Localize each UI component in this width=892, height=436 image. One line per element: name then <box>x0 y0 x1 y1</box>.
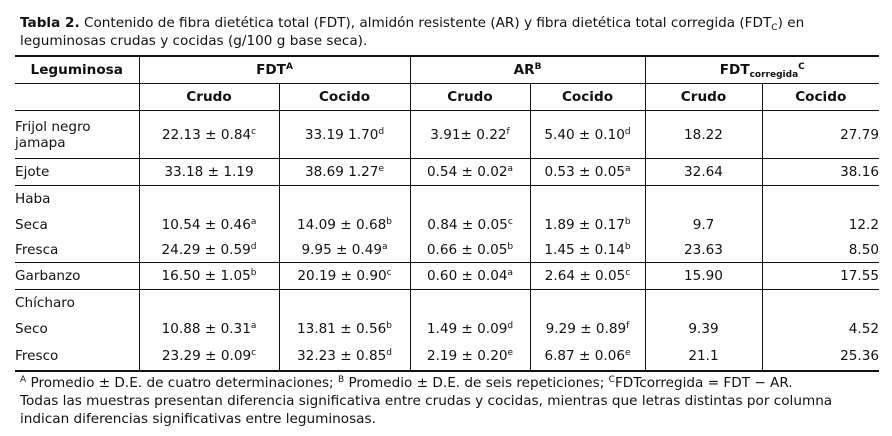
row-label: Seca <box>15 217 48 233</box>
caption-text-end: ) en leguminosas crudas y cocidas (g/100… <box>20 15 805 49</box>
cell-fdt-crudo: 10.88 ± 0.31a <box>138 315 279 343</box>
row-label: Garbanzo <box>15 262 139 290</box>
table-row: Seco 10.88 ± 0.31a 13.81 ± 0.56b 1.49 ± … <box>15 315 879 343</box>
cell-fdtc-crudo: 23.63 <box>644 237 762 263</box>
group-label: Chícharo <box>15 289 139 316</box>
row-label: Fresca <box>15 241 59 258</box>
table-row: Seca 10.54 ± 0.46a 14.09 ± 0.68b 0.84 ± … <box>15 212 879 238</box>
header-empty <box>15 83 139 111</box>
table-row: Frijol negro jamapa 22.13 ± 0.84c 33.19 … <box>15 110 879 159</box>
header-fdt-corregida: FDTcorregidaC <box>644 55 879 84</box>
table-row: Ejote 33.18 ± 1.19 38.69 1.27e 0.54 ± 0.… <box>15 158 879 186</box>
header-fdtc-cocido: Cocido <box>761 83 879 111</box>
cell-fdt-crudo: 16.50 ± 1.05b <box>138 262 279 290</box>
cell-ar-crudo: 3.91± 0.22f <box>409 110 530 159</box>
footnote-line-1: A Promedio ± D.E. de cuatro determinacio… <box>20 375 793 391</box>
cell-fdt-crudo: 22.13 ± 0.84c <box>138 110 279 159</box>
cell-fdt-crudo: 33.18 ± 1.19 <box>138 158 279 186</box>
cell-fdtc-crudo: 9.7 <box>644 212 762 238</box>
table-row: Fresco 23.29 ± 0.09c 32.23 ± 0.85d 2.19 … <box>15 342 879 372</box>
cell-fdtc-cocido: 38.16 <box>761 158 879 186</box>
caption-subscript: C <box>771 23 778 33</box>
header-fdt-crudo: Crudo <box>138 83 279 111</box>
row-label: Ejote <box>15 158 139 186</box>
header-fdt-cocido: Cocido <box>278 83 410 111</box>
cell-ar-crudo: 0.60 ± 0.04a <box>409 262 530 290</box>
group-row: Chícharo <box>15 289 879 316</box>
cell-fdt-cocido: 9.95 ± 0.49a <box>278 237 410 263</box>
header-fdtc-crudo: Crudo <box>644 83 762 111</box>
table-row: Fresca 24.29 ± 0.59d 9.95 ± 0.49a 0.66 ±… <box>15 237 879 263</box>
cell-fdtc-cocido: 27.79 <box>761 110 879 159</box>
cell-ar-cocido: 1.45 ± 0.14b <box>529 237 645 263</box>
footnote-line-2: Todas las muestras presentan diferencia … <box>20 393 833 427</box>
cell-ar-cocido: 0.53 ± 0.05a <box>529 158 645 186</box>
cell-ar-crudo: 0.54 ± 0.02a <box>409 158 530 186</box>
cell-fdtc-crudo: 9.39 <box>644 315 762 343</box>
cell-ar-crudo: 2.19 ± 0.20e <box>409 342 530 372</box>
header-ar-cocido: Cocido <box>529 83 645 111</box>
cell-fdtc-cocido: 8.50 <box>761 237 879 263</box>
table-caption: Tabla 2. Contenido de fibra dietética to… <box>20 14 880 50</box>
cell-fdt-crudo: 23.29 ± 0.09c <box>138 342 279 372</box>
cell-fdtc-crudo: 15.90 <box>644 262 762 290</box>
cell-ar-crudo: 0.84 ± 0.05c <box>409 212 530 238</box>
group-row: Haba <box>15 185 879 213</box>
cell-fdt-cocido: 13.81 ± 0.56b <box>278 315 410 343</box>
cell-ar-cocido: 2.64 ± 0.05c <box>529 262 645 290</box>
caption-text: Contenido de fibra dietética total (FDT)… <box>79 15 772 31</box>
cell-fdtc-cocido: 17.55 <box>761 262 879 290</box>
cell-ar-crudo: 0.66 ± 0.05b <box>409 237 530 263</box>
header-ar: ARB <box>409 55 645 84</box>
cell-fdtc-crudo: 21.1 <box>644 342 762 372</box>
cell-ar-cocido: 5.40 ± 0.10d <box>529 110 645 159</box>
cell-fdtc-cocido: 25.36 <box>761 342 879 372</box>
cell-fdt-cocido: 33.19 1.70d <box>278 110 410 159</box>
cell-fdtc-cocido: 4.52 <box>761 315 879 343</box>
cell-fdt-cocido: 14.09 ± 0.68b <box>278 212 410 238</box>
cell-ar-crudo: 1.49 ± 0.09d <box>409 315 530 343</box>
cell-fdtc-cocido: 12.2 <box>761 212 879 238</box>
row-label: Fresco <box>15 342 139 372</box>
cell-fdt-cocido: 32.23 ± 0.85d <box>278 342 410 372</box>
header-legume: Leguminosa <box>15 55 139 84</box>
caption-title: Tabla 2. <box>20 15 80 31</box>
cell-fdtc-crudo: 18.22 <box>644 110 762 159</box>
cell-fdt-crudo: 24.29 ± 0.59d <box>138 237 279 263</box>
cell-fdtc-crudo: 32.64 <box>644 158 762 186</box>
header-ar-crudo: Crudo <box>409 83 530 111</box>
cell-fdt-crudo: 10.54 ± 0.46a <box>138 212 279 238</box>
header-fdt: FDTA <box>138 55 410 84</box>
group-label: Haba <box>15 185 139 213</box>
table-footnotes: A Promedio ± D.E. de cuatro determinacio… <box>20 374 880 428</box>
table-row: Garbanzo 16.50 ± 1.05b 20.19 ± 0.90c 0.6… <box>15 262 879 290</box>
cell-ar-cocido: 6.87 ± 0.06e <box>529 342 645 372</box>
cell-fdt-cocido: 20.19 ± 0.90c <box>278 262 410 290</box>
row-label: Frijol negro jamapa <box>15 118 91 151</box>
row-label: Seco <box>15 321 48 337</box>
cell-ar-cocido: 1.89 ± 0.17b <box>529 212 645 238</box>
cell-ar-cocido: 9.29 ± 0.89f <box>529 315 645 343</box>
cell-fdt-cocido: 38.69 1.27e <box>278 158 410 186</box>
fiber-table: Leguminosa FDTA ARB FDTcorregidaC Crudo … <box>15 55 879 372</box>
